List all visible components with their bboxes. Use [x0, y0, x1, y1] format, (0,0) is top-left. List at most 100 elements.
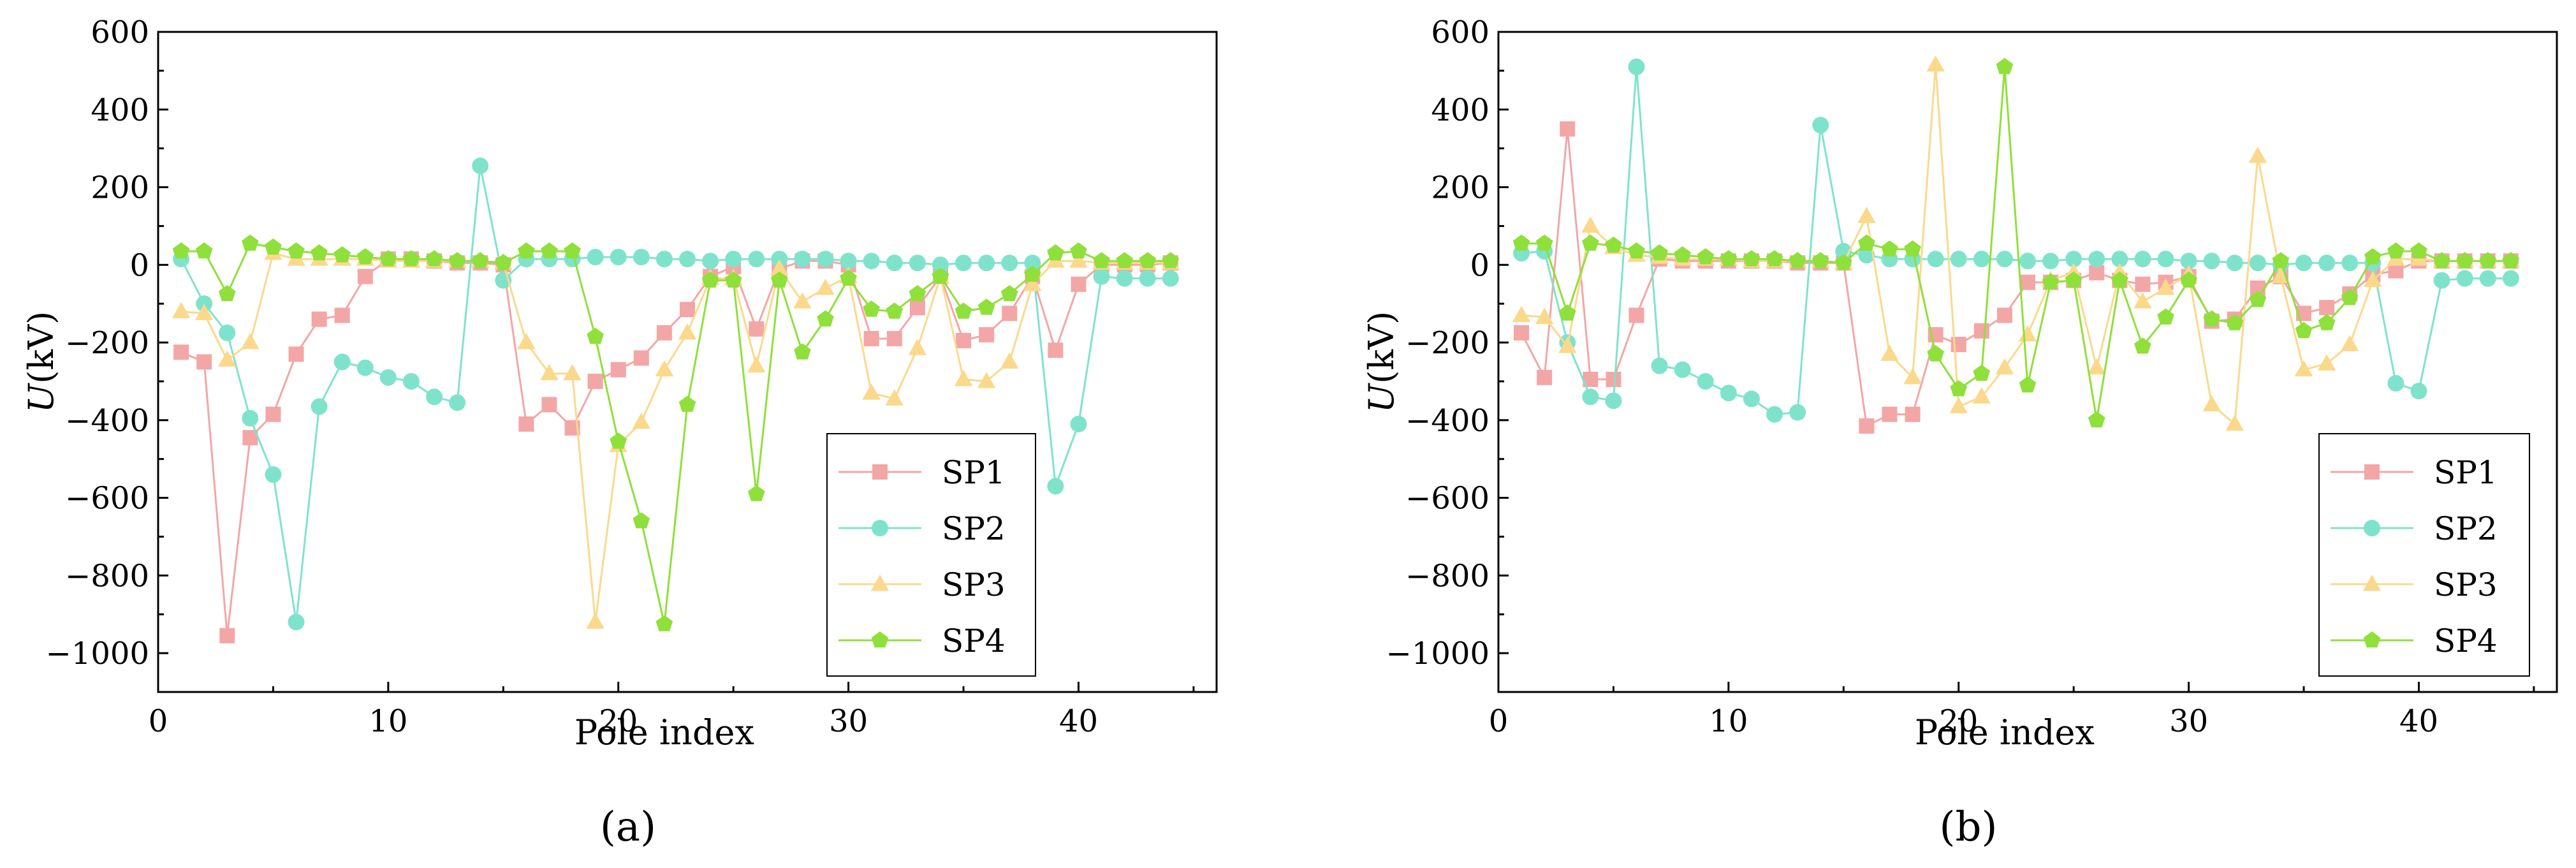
- data-point-sp2: [2134, 251, 2151, 268]
- data-point-sp4: [2180, 271, 2197, 288]
- data-point-sp4: [1766, 250, 1783, 267]
- data-point-sp2: [196, 295, 213, 313]
- data-point-sp2: [311, 398, 328, 415]
- data-point-sp4: [2364, 248, 2382, 265]
- data-point-sp2: [402, 372, 420, 390]
- data-point-sp4: [333, 246, 351, 263]
- data-point-sp4: [724, 271, 742, 288]
- data-point-sp1: [2020, 274, 2035, 290]
- data-point-sp4: [425, 250, 443, 267]
- x-tick-label: 30: [829, 703, 868, 739]
- data-point-sp2: [1858, 247, 1875, 264]
- legend-marker-sp3: [2362, 575, 2382, 591]
- y-tick-label: −200: [1405, 325, 1489, 361]
- data-point-sp2: [1812, 117, 1829, 134]
- data-point-sp1: [518, 416, 534, 432]
- data-point-sp1: [610, 362, 626, 378]
- series-sp3: [1512, 55, 2521, 431]
- data-point-sp1: [909, 300, 925, 316]
- series-sp2: [173, 158, 1179, 631]
- data-point-sp3: [517, 333, 536, 349]
- chart-panel-b: 0 10 20 30 40 600 400 200 0 −200 −400 −600 −800 −1000…: [1361, 15, 2558, 851]
- data-point-sp4: [2318, 314, 2336, 330]
- data-point-sp4: [2410, 242, 2427, 259]
- data-point-sp1: [265, 406, 281, 422]
- data-point-sp4: [1811, 252, 1829, 268]
- legend-marker-sp2: [2364, 520, 2380, 536]
- data-point-sp4: [2226, 314, 2244, 330]
- data-point-sp3: [1558, 337, 1577, 353]
- data-point-sp4: [2433, 252, 2450, 268]
- data-point-sp2: [1743, 390, 1760, 408]
- data-point-sp3: [1581, 216, 1600, 233]
- data-point-sp4: [840, 269, 857, 286]
- data-point-sp4: [1093, 252, 1110, 268]
- data-point-sp4: [265, 238, 282, 255]
- data-point-sp4: [1024, 265, 1041, 282]
- data-point-sp2: [472, 158, 489, 175]
- data-point-sp3: [655, 360, 674, 377]
- data-point-sp4: [311, 244, 328, 261]
- data-point-sp3: [1069, 251, 1088, 268]
- data-point-sp1: [680, 302, 695, 318]
- data-point-sp2: [633, 249, 650, 266]
- data-point-sp3: [2156, 278, 2175, 295]
- data-point-sp1: [863, 330, 879, 346]
- data-point-sp2: [863, 253, 880, 270]
- legend-marker-sp2: [872, 520, 888, 536]
- legend-label-sp1: SP1: [2434, 454, 2498, 491]
- data-point-sp4: [909, 285, 926, 302]
- data-point-sp3: [1023, 274, 1042, 291]
- data-point-sp2: [909, 254, 926, 272]
- data-point-sp4: [955, 302, 972, 319]
- data-point-sp2: [2479, 270, 2496, 287]
- y-tick-label: 600: [1431, 15, 1489, 50]
- x-tick-label: 20: [599, 703, 638, 739]
- x-tick-label: 20: [1939, 703, 1978, 739]
- data-point-sp4: [2203, 310, 2220, 327]
- data-point-sp4: [2019, 376, 2037, 393]
- data-point-sp2: [610, 249, 627, 266]
- data-point-sp2: [1720, 385, 1737, 402]
- series-line-sp3: [1521, 64, 2511, 426]
- data-point-sp3: [1949, 397, 1968, 414]
- data-point-sp2: [679, 251, 696, 268]
- y-tick-label: 200: [1431, 170, 1489, 206]
- series-sp4: [1512, 57, 2520, 428]
- data-point-sp4: [1558, 304, 1576, 321]
- data-point-sp1: [541, 397, 557, 413]
- data-point-sp3: [1903, 367, 1922, 385]
- x-tick-label: 10: [369, 703, 407, 739]
- legend-box: [826, 433, 1036, 677]
- data-point-sp3: [2340, 335, 2359, 351]
- data-point-sp4: [771, 271, 788, 288]
- legend-label-sp4: SP4: [2434, 622, 2498, 659]
- data-point-sp4: [2249, 291, 2267, 307]
- y-tick-label: −400: [1405, 403, 1489, 439]
- data-point-sp3: [2271, 267, 2290, 284]
- data-point-sp2: [449, 394, 466, 411]
- data-point-sp1: [979, 327, 995, 342]
- legend-label-sp2: SP2: [2434, 510, 2498, 547]
- data-point-sp2: [379, 369, 397, 386]
- legend-label-sp4: SP4: [942, 622, 1006, 659]
- data-point-sp3: [885, 389, 904, 406]
- legend-box: [2318, 433, 2530, 677]
- data-point-sp4: [2272, 252, 2290, 268]
- data-point-sp1: [1071, 276, 1087, 292]
- data-point-sp3: [2317, 354, 2336, 371]
- y-tick-label: −1000: [46, 636, 149, 672]
- data-point-sp3: [540, 364, 559, 381]
- series-sp1: [1514, 121, 2519, 434]
- y-tick-label: 600: [91, 15, 149, 50]
- data-point-sp2: [1950, 251, 1967, 268]
- data-point-sp3: [1512, 305, 1531, 322]
- data-point-sp4: [1996, 57, 2014, 75]
- y-tick-label: −600: [1405, 481, 1489, 517]
- data-point-sp3: [1880, 344, 1899, 361]
- data-point-sp4: [678, 395, 696, 412]
- data-point-sp2: [2456, 270, 2473, 287]
- data-point-sp2: [1927, 251, 1944, 268]
- data-point-sp4: [564, 242, 581, 259]
- data-point-sp4: [2134, 337, 2151, 354]
